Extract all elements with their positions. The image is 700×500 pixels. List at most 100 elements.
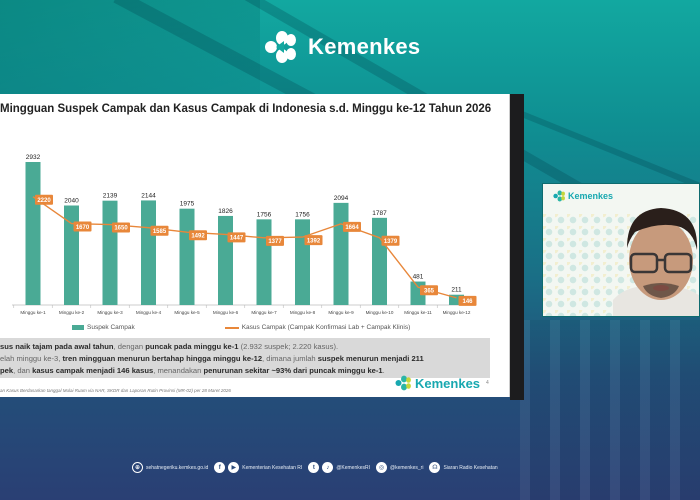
line-value-label: 1585: [153, 229, 167, 235]
kemenkes-logo-icon: [553, 190, 565, 202]
facebook-icon[interactable]: f: [214, 462, 226, 473]
bar-suspek: [372, 217, 387, 305]
bar-value-label: 481: [413, 274, 424, 281]
kemenkes-logo-icon: [262, 30, 300, 64]
summary-line-1: sus naik tajam pada awal tahun, dengan p…: [0, 342, 339, 351]
bar-value-label: 1756: [295, 211, 310, 218]
line-value-badge: [227, 232, 246, 243]
bar-suspek: [295, 219, 310, 305]
line-value-label: 2220: [37, 198, 51, 204]
presentation-slide: Mingguan Suspek Campak dan Kasus Campak …: [0, 94, 510, 397]
summary-line-3: pek, dan kasus campak menjadi 146 kasus,…: [0, 366, 385, 375]
bar-value-label: 2144: [141, 192, 156, 199]
footer-kemenkesri-handle[interactable]: @KemenkesRI: [336, 464, 371, 471]
summary-box: sus naik tajam pada awal tahun, dengan p…: [0, 338, 490, 378]
bar-suspek: [218, 215, 233, 305]
kemenkes-logo-icon: [395, 375, 411, 391]
instagram-icon[interactable]: ◎: [376, 462, 388, 473]
bar-value-label: 211: [451, 287, 462, 294]
line-value-badge: [458, 295, 477, 306]
webcam-logo: Kemenkes: [553, 190, 613, 202]
bar-value-label: 1826: [218, 208, 233, 215]
bar-value-label: 1787: [372, 210, 387, 217]
line-kasus: [32, 196, 457, 299]
line-value-label: 1664: [345, 225, 359, 231]
line-value-label: 1492: [191, 233, 205, 239]
legend-bar-label: Suspek Campak: [87, 324, 135, 331]
slide-logo: Kemenkes: [395, 375, 480, 391]
line-value-badge: [150, 225, 169, 236]
bar-value-label: 1756: [257, 211, 272, 218]
x-tick-label: Minggu ke-5: [174, 310, 200, 315]
background-stripe: [517, 110, 700, 191]
background-building: [0, 0, 260, 100]
footer-website-link[interactable]: sehatnegeriku.kemkes.go.id: [146, 464, 209, 471]
header-logo: Kemenkes: [262, 30, 420, 64]
line-value-badge: [343, 221, 361, 232]
bar-suspek: [141, 200, 156, 305]
bar-suspek: [256, 219, 272, 305]
line-value-badge: [266, 235, 284, 246]
youtube-icon[interactable]: ▶: [228, 462, 240, 473]
x-tick-label: Minggu ke-1: [20, 310, 46, 315]
bar-line-chart: 2932 Minggu ke-1 2040 Minggu ke-2 2139 Minggu…: [0, 134, 510, 334]
page-number: 4: [486, 380, 489, 386]
twitter-icon[interactable]: t: [308, 462, 320, 473]
slide-title: Mingguan Suspek Campak dan Kasus Campak …: [0, 103, 492, 115]
footer-instagram-handle[interactable]: @kemenkes_ri: [390, 464, 424, 471]
speaker-webcam: Kemenkes: [542, 183, 700, 317]
line-value-label: 1670: [76, 225, 90, 231]
legend-bar-swatch: [72, 325, 84, 330]
line-value-label: 1650: [114, 226, 128, 232]
header-logo-text: Kemenkes: [308, 34, 421, 59]
line-value-label: 146: [462, 299, 473, 305]
footer-social-bar: ⊕ sehatnegeriku.kemkes.go.id f ▶ Kemente…: [132, 462, 501, 473]
x-tick-label: Minggu ke-12: [443, 310, 471, 315]
tiktok-icon[interactable]: ♪: [322, 462, 334, 473]
legend-line-label: Kasus Campak (Campak Konfirmasi Lab + Ca…: [241, 324, 411, 331]
slide-logo-text: Kemenkes: [415, 375, 481, 391]
background-building-bottom: [520, 320, 700, 500]
summary-line-2: elah minggu ke-3, tren mingguan menurun …: [0, 354, 424, 363]
bar-value-label: 2094: [334, 195, 349, 202]
bar-value-label: 2139: [103, 193, 118, 200]
line-value-badge: [35, 194, 53, 205]
legend-item-suspek: Suspek Campak: [72, 324, 135, 331]
line-value-label: 1392: [307, 238, 321, 244]
x-tick-label: Minggu ke-3: [97, 310, 123, 315]
footer-radio-link[interactable]: Siaran Radio Kesehatan: [443, 464, 498, 471]
x-tick-label: Minggu ke-10: [366, 310, 394, 315]
x-tick-label: Minggu ke-2: [59, 310, 85, 315]
bar-value-label: 1975: [180, 201, 195, 208]
bar-suspek: [25, 162, 41, 305]
line-value-label: 1447: [230, 236, 244, 242]
bar-suspek: [102, 200, 118, 305]
bar-suspek: [333, 202, 349, 305]
bar-suspek: [179, 208, 195, 305]
x-tick-label: Minggu ke-9: [328, 310, 354, 315]
footer-kemenkes-channel[interactable]: Kementerian Kesehatan RI: [242, 464, 303, 471]
x-tick-label: Minggu ke-4: [136, 310, 162, 315]
line-value-badge: [189, 230, 207, 241]
line-value-label: 1379: [384, 239, 398, 245]
legend-line-swatch: [224, 326, 239, 329]
x-tick-label: Minggu ke-11: [404, 310, 432, 315]
x-tick-label: Minggu ke-6: [213, 310, 239, 315]
line-value-badge: [304, 235, 323, 246]
line-value-badge: [73, 221, 92, 232]
radio-icon[interactable]: ☊: [429, 462, 441, 473]
line-value-badge: [381, 235, 400, 246]
speaker-person: [613, 208, 699, 316]
line-value-label: 1377: [268, 239, 282, 245]
webcam-logo-text: Kemenkes: [568, 191, 614, 201]
line-value-label: 365: [424, 288, 435, 294]
bar-value-label: 2932: [26, 154, 41, 161]
slide-frame-edge: [510, 94, 524, 400]
bar-value-label: 2040: [64, 198, 79, 205]
line-value-badge: [420, 285, 438, 296]
line-value-badge: [112, 222, 130, 233]
x-tick-label: Minggu ke-8: [290, 310, 316, 315]
x-tick-label: Minggu ke-7: [251, 310, 277, 315]
legend-item-kasus: Kasus Campak (Campak Konfirmasi Lab + Ca…: [224, 324, 411, 331]
